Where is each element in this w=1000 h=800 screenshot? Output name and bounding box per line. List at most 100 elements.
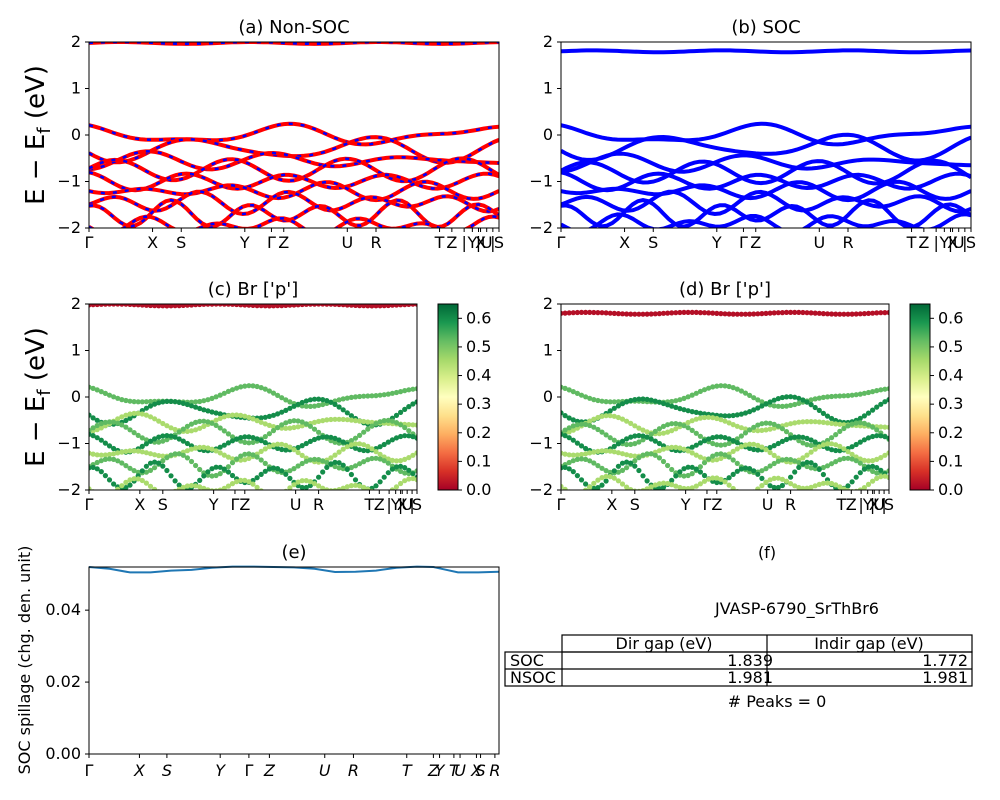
xtick-label: Y (215, 761, 226, 780)
band-point (660, 310, 667, 316)
band-point (225, 431, 231, 437)
band-point (693, 442, 699, 448)
band-point (886, 424, 889, 430)
band-point (229, 434, 236, 440)
band-point (311, 403, 318, 409)
band-point (779, 394, 786, 401)
band-point (833, 421, 839, 427)
band-point (168, 425, 174, 431)
band-point (595, 426, 601, 433)
band-point (636, 311, 642, 317)
band-point (135, 448, 141, 454)
band-point (385, 417, 391, 423)
band-point (599, 310, 605, 316)
band-point (287, 405, 293, 411)
band-point (393, 389, 400, 396)
band-point (127, 427, 133, 433)
band-point (258, 448, 264, 454)
band-point (714, 415, 720, 422)
xtick-label: Γ (85, 233, 94, 252)
band-point (788, 394, 794, 400)
spillage-line (88, 565, 500, 574)
band-line (561, 170, 971, 193)
band-point (164, 437, 170, 443)
xtick-label: R (348, 761, 359, 780)
band-point (693, 430, 699, 436)
band-point (788, 481, 794, 487)
band-point (381, 392, 387, 398)
band-point (788, 402, 794, 408)
band-point (283, 488, 289, 490)
band-point (238, 453, 244, 459)
band-point (595, 477, 601, 483)
band-point (710, 453, 716, 459)
ytick-label: 1 (543, 341, 553, 360)
band-point (574, 390, 581, 396)
band-point (283, 420, 289, 426)
ytick-label: 2 (543, 32, 553, 51)
band-point (583, 445, 589, 452)
band-point (385, 391, 391, 397)
band-point (348, 394, 354, 400)
band-line (561, 151, 971, 174)
row-label-soc: SOC (510, 651, 544, 670)
band-point (229, 387, 236, 393)
band-point (857, 470, 863, 476)
band-point (246, 304, 252, 308)
band-point (348, 304, 354, 308)
band-point (102, 440, 108, 446)
band-point (193, 427, 199, 433)
band-point (603, 413, 609, 419)
band-point (689, 392, 695, 398)
band-point (299, 478, 305, 484)
band-point (90, 385, 96, 391)
band-point (250, 439, 256, 445)
band-point (238, 384, 244, 390)
band-point (324, 464, 330, 470)
band-point (710, 475, 716, 481)
band-point (115, 450, 121, 456)
band-point (751, 395, 757, 401)
panel-b-title: (b) SOC (731, 17, 800, 38)
panel-e-frame (88, 566, 500, 755)
band-point (389, 466, 395, 472)
band-point (779, 403, 786, 409)
band-point (320, 458, 326, 464)
band-point (320, 469, 326, 475)
band-point (562, 427, 568, 433)
band-point (853, 441, 859, 448)
band-point (217, 450, 223, 456)
band-point (820, 442, 827, 448)
band-point (697, 310, 704, 316)
band-point (640, 427, 646, 433)
band-point (336, 397, 342, 403)
band-point (152, 459, 158, 465)
band-point (759, 427, 765, 433)
band-point (857, 439, 863, 445)
band-point (669, 466, 675, 473)
band-point (857, 391, 863, 397)
band-point (755, 405, 761, 411)
band-point (689, 409, 695, 415)
band-point (147, 414, 154, 420)
band-point (410, 471, 416, 477)
band-point (267, 494, 272, 499)
band-point (578, 477, 585, 483)
xtick-label: Y (390, 495, 401, 514)
band-point (336, 416, 342, 422)
band-point (693, 483, 699, 489)
band-point (307, 403, 313, 409)
band-point (295, 479, 301, 485)
band-point (414, 435, 417, 441)
band-point (829, 461, 835, 467)
band-point (303, 421, 309, 427)
band-point (377, 392, 383, 398)
band-point (143, 463, 149, 469)
xtick-label: Z (374, 495, 385, 514)
band-point (295, 418, 301, 424)
band-point (685, 486, 691, 490)
band-point (283, 425, 289, 431)
band-point (820, 471, 827, 478)
band-point (833, 432, 839, 438)
band-point (701, 472, 708, 479)
